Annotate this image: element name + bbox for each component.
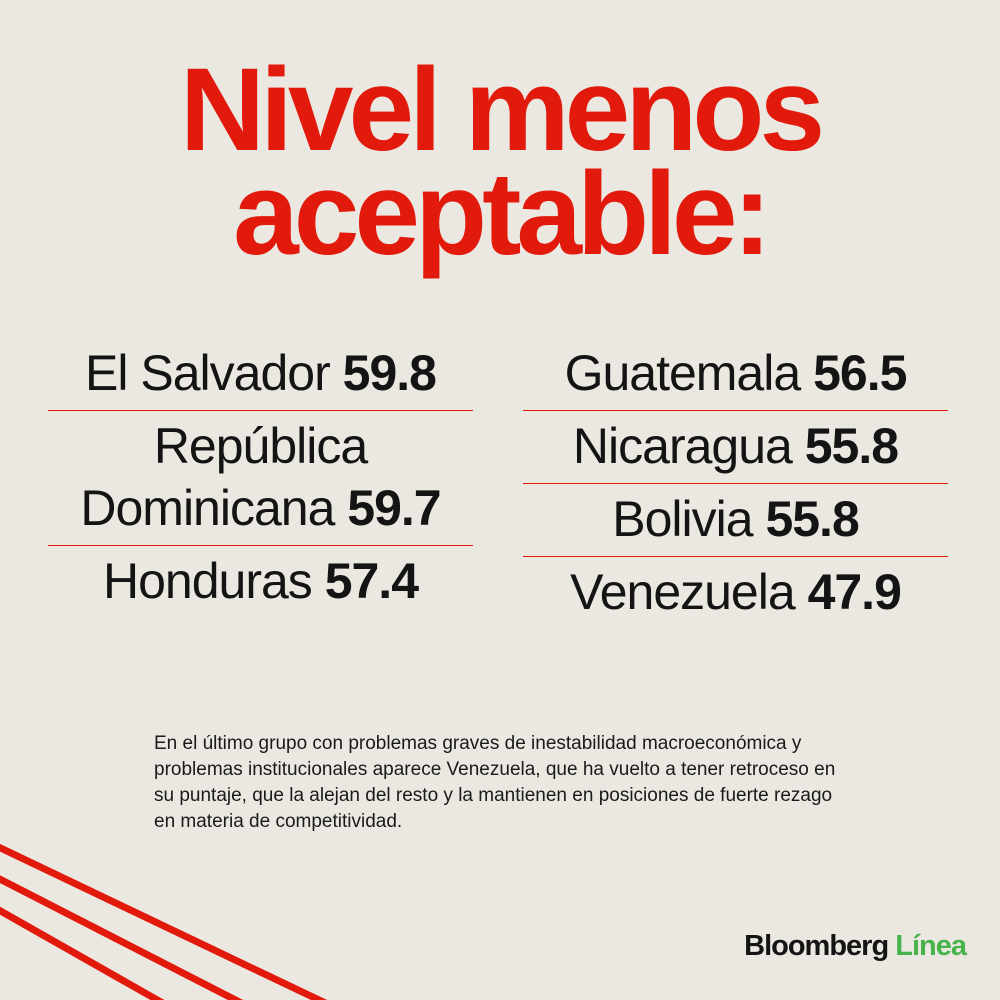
ranking-row: Nicaragua 55.8: [523, 410, 948, 483]
page-title: Nivel menos aceptable:: [0, 44, 1000, 280]
bloomberg-linea-logo: Bloomberg Línea: [744, 930, 967, 963]
country-name: Guatemala: [564, 345, 802, 401]
country-score: 59.8: [342, 345, 437, 401]
logo-sub: Línea: [895, 930, 967, 962]
left-ranking-column: El Salvador 59.8 República Dominicana 59…: [48, 338, 473, 618]
ranking-row: Guatemala 56.5: [523, 338, 948, 410]
stripe-1: [0, 843, 328, 1000]
stripe-3: [0, 906, 165, 1000]
country-name: Bolivia: [612, 491, 753, 547]
title-line-1: Nivel menos: [179, 44, 825, 176]
country-score: 59.7: [347, 480, 441, 536]
country-name: Venezuela: [570, 564, 796, 620]
country-name: Nicaragua: [572, 418, 793, 474]
right-ranking-column: Guatemala 56.5 Nicaragua 55.8 Bolivia 55…: [523, 338, 948, 629]
stripe-2: [0, 875, 244, 1000]
country-score: 47.9: [807, 564, 902, 620]
country-name-line1: República: [153, 418, 368, 474]
country-name: Dominicana: [80, 480, 335, 536]
country-score: 55.8: [804, 418, 899, 474]
ranking-row: Venezuela 47.9: [523, 556, 948, 629]
explanatory-note: En el último grupo con problemas graves …: [154, 733, 836, 832]
ranking-row: República Dominicana 59.7: [48, 410, 473, 545]
country-score: 55.8: [765, 491, 859, 547]
title-line-2: aceptable:: [233, 148, 772, 280]
country-name: El Salvador: [85, 345, 331, 401]
country-name: Honduras: [102, 553, 313, 609]
country-score: 56.5: [813, 345, 907, 401]
logo-brand: Bloomberg: [744, 930, 889, 962]
ranking-row: Honduras 57.4: [48, 545, 473, 618]
ranking-row: El Salvador 59.8: [48, 338, 473, 410]
ranking-row: Bolivia 55.8: [523, 483, 948, 556]
country-score: 57.4: [324, 553, 419, 609]
